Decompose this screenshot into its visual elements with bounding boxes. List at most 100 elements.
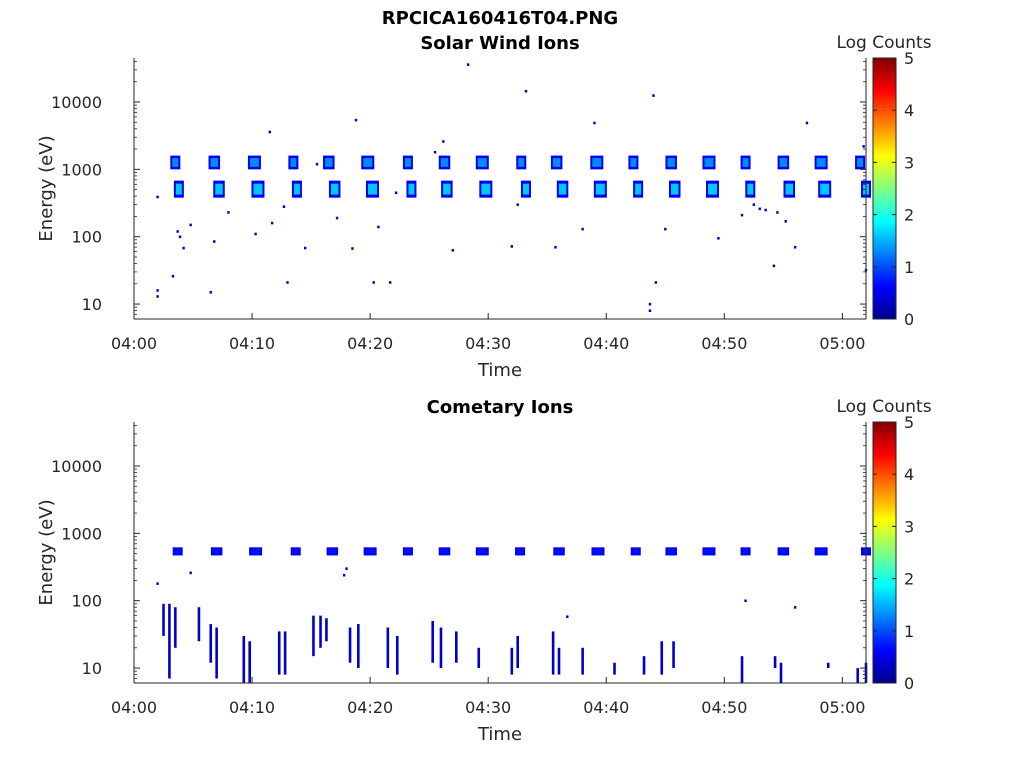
count-streak — [242, 635, 246, 683]
colorbar — [872, 57, 897, 320]
count-streak — [581, 647, 584, 675]
count-pixel — [581, 227, 584, 231]
count-streak — [357, 624, 360, 669]
count-pixel — [524, 89, 528, 93]
count-pixel — [648, 302, 652, 306]
count-pixel — [740, 213, 744, 217]
count-pixel — [372, 281, 375, 284]
count-pixel — [510, 245, 514, 248]
burst-core — [667, 548, 675, 554]
burst-core — [742, 548, 749, 554]
spectrogram-burst — [814, 155, 828, 170]
burst-core — [742, 158, 749, 167]
spectrogram-burst — [438, 547, 451, 556]
count-streak — [613, 662, 616, 675]
y-tick-label: 10000 — [51, 93, 102, 112]
count-pixel — [793, 245, 797, 249]
x-tick-label: 04:00 — [111, 334, 157, 353]
count-streak — [672, 641, 675, 669]
y-tick-label: 10 — [82, 295, 102, 314]
y-tick-label: 100 — [71, 592, 102, 611]
colorbar-tick-label: 0 — [904, 310, 914, 329]
count-pixel — [793, 606, 797, 609]
spectrogram-burst — [438, 155, 451, 170]
burst-core — [820, 183, 830, 195]
burst-core — [440, 158, 449, 167]
burst-core — [251, 548, 261, 554]
count-streak — [455, 631, 458, 663]
count-pixel — [189, 223, 192, 227]
count-pixel — [389, 281, 392, 284]
spectrogram-burst — [818, 180, 832, 198]
count-pixel — [654, 281, 658, 284]
count-pixel — [270, 221, 274, 225]
plot-area — [134, 58, 866, 319]
count-streak — [779, 662, 783, 683]
count-pixel — [335, 216, 339, 220]
count-pixel — [156, 195, 159, 199]
x-tick-label: 04:30 — [465, 698, 511, 717]
spectrogram-burst — [288, 155, 299, 170]
burst-core — [785, 183, 794, 195]
burst-core — [363, 158, 373, 167]
spectrogram-burst — [406, 180, 417, 198]
spectrogram-burst — [402, 547, 413, 556]
spectrogram-burst — [777, 547, 790, 556]
burst-core — [292, 548, 299, 554]
burst-core — [595, 183, 605, 195]
count-streak — [856, 668, 860, 683]
x-tick-label: 04:50 — [701, 698, 747, 717]
count-pixel — [176, 230, 179, 233]
spectrogram-burst — [745, 180, 756, 198]
burst-core — [779, 158, 788, 167]
y-tick-label: 1000 — [61, 160, 102, 179]
count-pixel — [315, 162, 319, 166]
burst-core — [404, 158, 411, 167]
colorbar-tick-label: 3 — [904, 153, 914, 172]
burst-core — [175, 183, 182, 195]
spectrogram-burst — [326, 547, 339, 556]
burst-core — [404, 548, 411, 554]
y-axis-label: Energy (eV) — [36, 499, 57, 605]
burst-core — [328, 548, 337, 554]
count-pixel — [227, 211, 230, 214]
x-tick-label: 05:00 — [819, 698, 865, 717]
colorbar-tick-label: 1 — [904, 258, 914, 277]
burst-core — [253, 183, 263, 195]
spectrogram-burst — [556, 180, 569, 198]
colorbar — [872, 421, 897, 684]
burst-core — [555, 548, 563, 554]
count-pixel — [442, 140, 445, 143]
count-pixel — [354, 118, 358, 122]
count-streak — [248, 641, 252, 683]
colorbar-tick-label: 4 — [904, 101, 914, 120]
spectrogram-burst — [208, 155, 221, 170]
colorbar-tick-label: 1 — [904, 622, 914, 641]
spectrogram-burst — [323, 155, 335, 170]
spectrogram-burst — [170, 155, 181, 170]
spectrogram-burst — [251, 180, 265, 198]
spectrogram-burst — [249, 547, 263, 556]
count-pixel — [394, 191, 398, 195]
count-pixel — [156, 582, 159, 585]
count-pixel — [744, 599, 747, 603]
count-pixel — [268, 130, 271, 134]
x-tick-label: 04:10 — [229, 698, 275, 717]
burst-core — [816, 548, 826, 554]
count-pixel — [717, 237, 720, 240]
count-streak — [660, 641, 664, 675]
count-pixel — [516, 203, 519, 206]
count-pixel — [752, 203, 756, 206]
count-pixel — [593, 121, 596, 125]
burst-core — [249, 158, 259, 167]
count-streak — [197, 607, 201, 642]
colorbar-tick-label: 3 — [904, 517, 914, 536]
count-pixel — [466, 63, 470, 66]
count-streak — [642, 656, 646, 675]
spectrogram-burst — [475, 547, 489, 556]
spectrogram-burst — [441, 180, 453, 198]
count-pixel — [189, 571, 192, 575]
spectrogram-burst — [553, 547, 565, 556]
burst-core — [518, 158, 525, 167]
y-tick-label: 10 — [82, 659, 102, 678]
